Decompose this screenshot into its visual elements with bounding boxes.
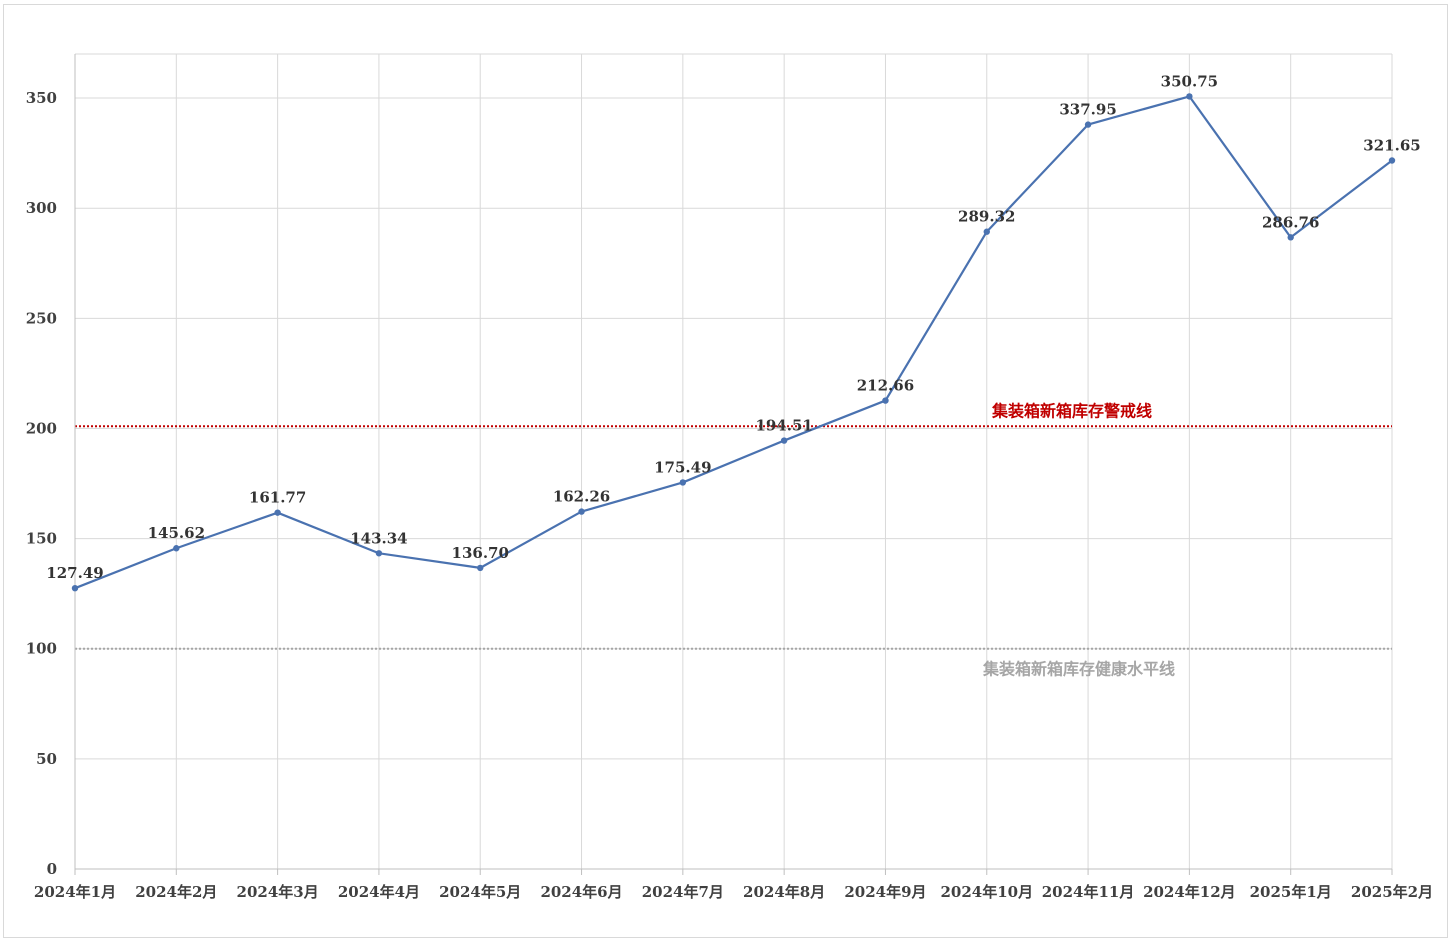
x-tick-label: 2024年8月 xyxy=(743,883,825,901)
data-point xyxy=(578,508,585,515)
series-line xyxy=(74,95,1393,590)
x-tick-label: 2025年1月 xyxy=(1250,883,1332,901)
y-tick-label: 100 xyxy=(26,640,57,658)
data-point xyxy=(375,550,383,557)
data-label: 337.95 xyxy=(1059,101,1116,119)
axes xyxy=(74,54,1393,875)
data-point xyxy=(274,509,281,516)
data-label: 143.34 xyxy=(350,529,407,547)
data-point xyxy=(1388,157,1396,164)
data-point xyxy=(882,397,889,404)
data-point xyxy=(983,228,990,235)
data-point xyxy=(780,437,788,444)
data-point xyxy=(173,545,180,552)
data-point xyxy=(477,564,484,572)
x-tick-label: 2024年3月 xyxy=(237,883,319,901)
data-label: 286.76 xyxy=(1262,213,1319,231)
x-tick-label: 2025年2月 xyxy=(1351,883,1433,901)
reference-line-label: 集装箱新箱库存警戒线 xyxy=(991,401,1152,420)
data-label: 175.49 xyxy=(654,458,711,476)
data-series xyxy=(71,93,1396,592)
data-label: 136.70 xyxy=(452,544,509,562)
y-tick-labels: 0 50 100 150 200 250 300 350 xyxy=(26,89,57,878)
data-label: 289.32 xyxy=(958,208,1015,226)
x-tick-label: 2024年2月 xyxy=(135,883,217,901)
x-tick-label: 2024年6月 xyxy=(540,883,622,901)
data-point xyxy=(1287,234,1294,241)
data-label: 161.77 xyxy=(249,489,306,507)
x-tick-label: 2024年12月 xyxy=(1143,883,1236,901)
data-label: 162.26 xyxy=(553,488,610,506)
x-tick-label: 2024年4月 xyxy=(338,883,420,901)
data-label: 127.49 xyxy=(46,564,103,582)
reference-line-label: 集装箱新箱库存健康水平线 xyxy=(982,660,1175,679)
data-point xyxy=(679,479,687,486)
data-point xyxy=(1186,93,1193,100)
data-point xyxy=(71,584,79,592)
y-tick-label: 0 xyxy=(47,860,57,878)
data-label: 212.66 xyxy=(857,377,914,395)
y-tick-label: 300 xyxy=(26,199,57,217)
x-tick-label: 2024年9月 xyxy=(844,883,926,901)
data-point xyxy=(1084,121,1092,128)
data-label: 321.65 xyxy=(1363,137,1420,155)
x-tick-labels: 2024年1月 2024年2月 2024年3月 2024年4月 2024年5月 2024年… xyxy=(34,883,1433,901)
y-tick-label: 250 xyxy=(26,309,57,327)
data-label: 350.75 xyxy=(1161,72,1218,90)
x-tick-label: 2024年11月 xyxy=(1042,883,1135,901)
x-tick-label: 2024年5月 xyxy=(439,883,521,901)
data-label: 194.51 xyxy=(755,417,812,435)
x-tick-label: 2024年7月 xyxy=(642,883,724,901)
y-tick-label: 50 xyxy=(36,750,57,768)
data-labels: 127.49 145.62 161.77 143.34 136.70 162.26 175.… xyxy=(46,72,1420,582)
chart-frame xyxy=(3,4,1448,938)
y-tick-label: 150 xyxy=(26,530,57,548)
y-tick-label: 200 xyxy=(26,419,57,437)
x-tick-label: 2024年10月 xyxy=(940,883,1033,901)
x-tick-label: 2024年1月 xyxy=(34,883,116,901)
y-tick-label: 350 xyxy=(26,89,57,107)
data-label: 145.62 xyxy=(148,524,205,542)
